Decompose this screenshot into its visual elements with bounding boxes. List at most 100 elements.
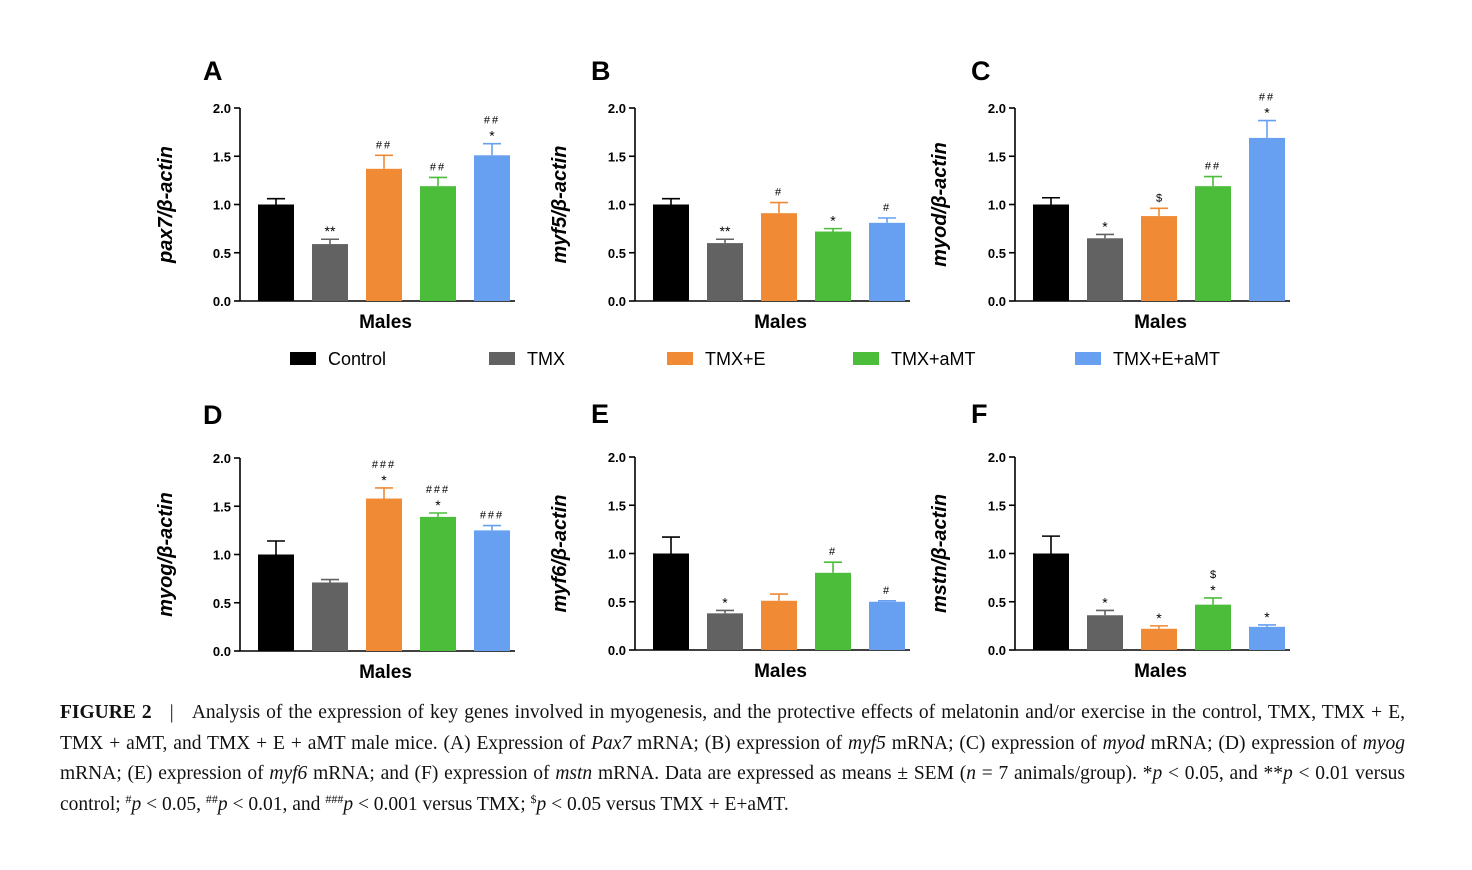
legend-label-control: Control bbox=[328, 349, 386, 369]
legend-label-tmx-e-amt: TMX+E+aMT bbox=[1113, 349, 1220, 369]
legend-swatch-tmx bbox=[489, 352, 515, 365]
caption-separator: | bbox=[169, 702, 174, 723]
x-axis-label: Males bbox=[359, 662, 412, 683]
y-tick-label: 2.0 bbox=[608, 101, 626, 116]
y-tick-label: 0.5 bbox=[213, 596, 231, 611]
y-axis-label-gene: myod bbox=[929, 213, 951, 267]
figure-chart: Apax7/β-actin0.00.51.01.52.0Males**#####… bbox=[155, 56, 1290, 683]
y-tick-label: 2.0 bbox=[988, 450, 1006, 465]
bar-tmx-amt bbox=[815, 572, 851, 650]
y-tick-label: 0.0 bbox=[608, 294, 626, 309]
significance-marker: * bbox=[1210, 582, 1216, 598]
bar-tmx-e-amt bbox=[869, 222, 905, 301]
bar-tmx-amt bbox=[815, 231, 851, 301]
significance-marker: # bbox=[883, 202, 891, 214]
y-tick-label: 1.5 bbox=[213, 499, 231, 514]
x-axis-label: Males bbox=[359, 312, 412, 333]
significance-marker: * bbox=[381, 472, 387, 488]
y-tick-label: 0.0 bbox=[988, 294, 1006, 309]
y-axis-label-ref: /β-actin bbox=[549, 145, 571, 217]
significance-marker: ### bbox=[480, 510, 504, 522]
x-axis-label: Males bbox=[1134, 312, 1187, 333]
y-tick-label: 0.0 bbox=[213, 294, 231, 309]
y-tick-label: 0.0 bbox=[213, 644, 231, 659]
legend-swatch-tmx-e bbox=[667, 352, 693, 365]
caption-label: FIGURE 2 bbox=[60, 702, 152, 723]
significance-marker: * bbox=[1102, 594, 1108, 610]
y-tick-label: 2.0 bbox=[988, 101, 1006, 116]
y-tick-label: 1.5 bbox=[608, 498, 626, 513]
figure-caption: FIGURE 2 | Analysis of the expression of… bbox=[60, 698, 1405, 820]
y-tick-label: 0.0 bbox=[608, 643, 626, 658]
bar-tmx-e-amt bbox=[1249, 626, 1285, 650]
significance-marker: * bbox=[435, 497, 441, 513]
bar-tmx-amt bbox=[420, 516, 456, 651]
bar-tmx-e bbox=[761, 213, 797, 301]
bar-tmx bbox=[312, 582, 348, 651]
y-tick-label: 1.0 bbox=[213, 198, 231, 213]
significance-marker: ### bbox=[372, 459, 396, 471]
bar-tmx-e bbox=[1141, 216, 1177, 301]
y-tick-label: 1.5 bbox=[213, 149, 231, 164]
significance-marker: ## bbox=[376, 139, 392, 151]
y-tick-label: 1.0 bbox=[988, 198, 1006, 213]
y-axis-label-ref: /β-actin bbox=[549, 494, 571, 566]
y-tick-label: 1.5 bbox=[988, 149, 1006, 164]
y-tick-label: 1.0 bbox=[988, 547, 1006, 562]
x-axis-label: Males bbox=[1134, 661, 1187, 682]
bar-control bbox=[258, 554, 294, 651]
significance-marker: ## bbox=[430, 161, 446, 173]
significance-marker: ### bbox=[426, 484, 450, 496]
bar-tmx-e-amt bbox=[474, 530, 510, 651]
significance-marker: * bbox=[489, 128, 495, 144]
y-axis-label-ref: /β-actin bbox=[155, 146, 177, 218]
significance-marker: # bbox=[883, 585, 891, 597]
y-tick-label: 1.0 bbox=[213, 548, 231, 563]
y-axis-label-ref: /β-actin bbox=[929, 494, 951, 566]
significance-marker: * bbox=[1156, 610, 1162, 626]
y-axis-label-gene: mstn bbox=[929, 565, 951, 613]
panel-label: E bbox=[591, 399, 609, 429]
significance-marker: # bbox=[829, 546, 837, 558]
legend-label-tmx: TMX bbox=[527, 349, 565, 369]
chart-panel-d: Dmyog/β-actin0.00.51.01.52.0Males###*###… bbox=[155, 400, 515, 683]
y-tick-label: 0.5 bbox=[608, 595, 626, 610]
y-tick-label: 0.5 bbox=[988, 595, 1006, 610]
panel-label: F bbox=[971, 399, 988, 429]
y-tick-label: 1.0 bbox=[608, 547, 626, 562]
bar-tmx bbox=[1087, 615, 1123, 650]
significance-marker: ## bbox=[484, 115, 500, 127]
y-tick-label: 1.5 bbox=[988, 498, 1006, 513]
y-axis-label: myf6/β-actin bbox=[549, 494, 571, 612]
bar-tmx-e-amt bbox=[1249, 137, 1285, 301]
bar-tmx bbox=[1087, 238, 1123, 301]
y-tick-label: 2.0 bbox=[608, 450, 626, 465]
caption-text: Analysis of the expression of key genes … bbox=[60, 702, 1406, 815]
bar-control bbox=[1033, 204, 1069, 301]
y-tick-label: 2.0 bbox=[213, 451, 231, 466]
y-tick-label: 1.5 bbox=[608, 149, 626, 164]
significance-marker: ## bbox=[1205, 161, 1221, 173]
bar-tmx-e bbox=[761, 600, 797, 650]
significance-marker: * bbox=[722, 594, 728, 610]
significance-marker: # bbox=[775, 187, 783, 199]
y-axis-label: mstn/β-actin bbox=[929, 494, 951, 613]
y-axis-label-gene: myog bbox=[155, 563, 177, 616]
x-axis-label: Males bbox=[754, 312, 807, 333]
legend-swatch-tmx-e-amt bbox=[1075, 352, 1101, 365]
significance-marker: * bbox=[830, 213, 836, 229]
significance-marker: * bbox=[1264, 609, 1270, 625]
y-axis-label-ref: /β-actin bbox=[155, 492, 177, 564]
bar-tmx-e bbox=[366, 168, 402, 301]
legend: Control TMX TMX+E TMX+aMT TMX+E+aMT bbox=[290, 349, 1220, 369]
significance-marker: $ bbox=[1210, 569, 1216, 581]
y-tick-label: 0.0 bbox=[988, 643, 1006, 658]
bar-control bbox=[653, 553, 689, 650]
panel-label: D bbox=[203, 400, 223, 430]
bar-tmx-amt bbox=[420, 186, 456, 301]
